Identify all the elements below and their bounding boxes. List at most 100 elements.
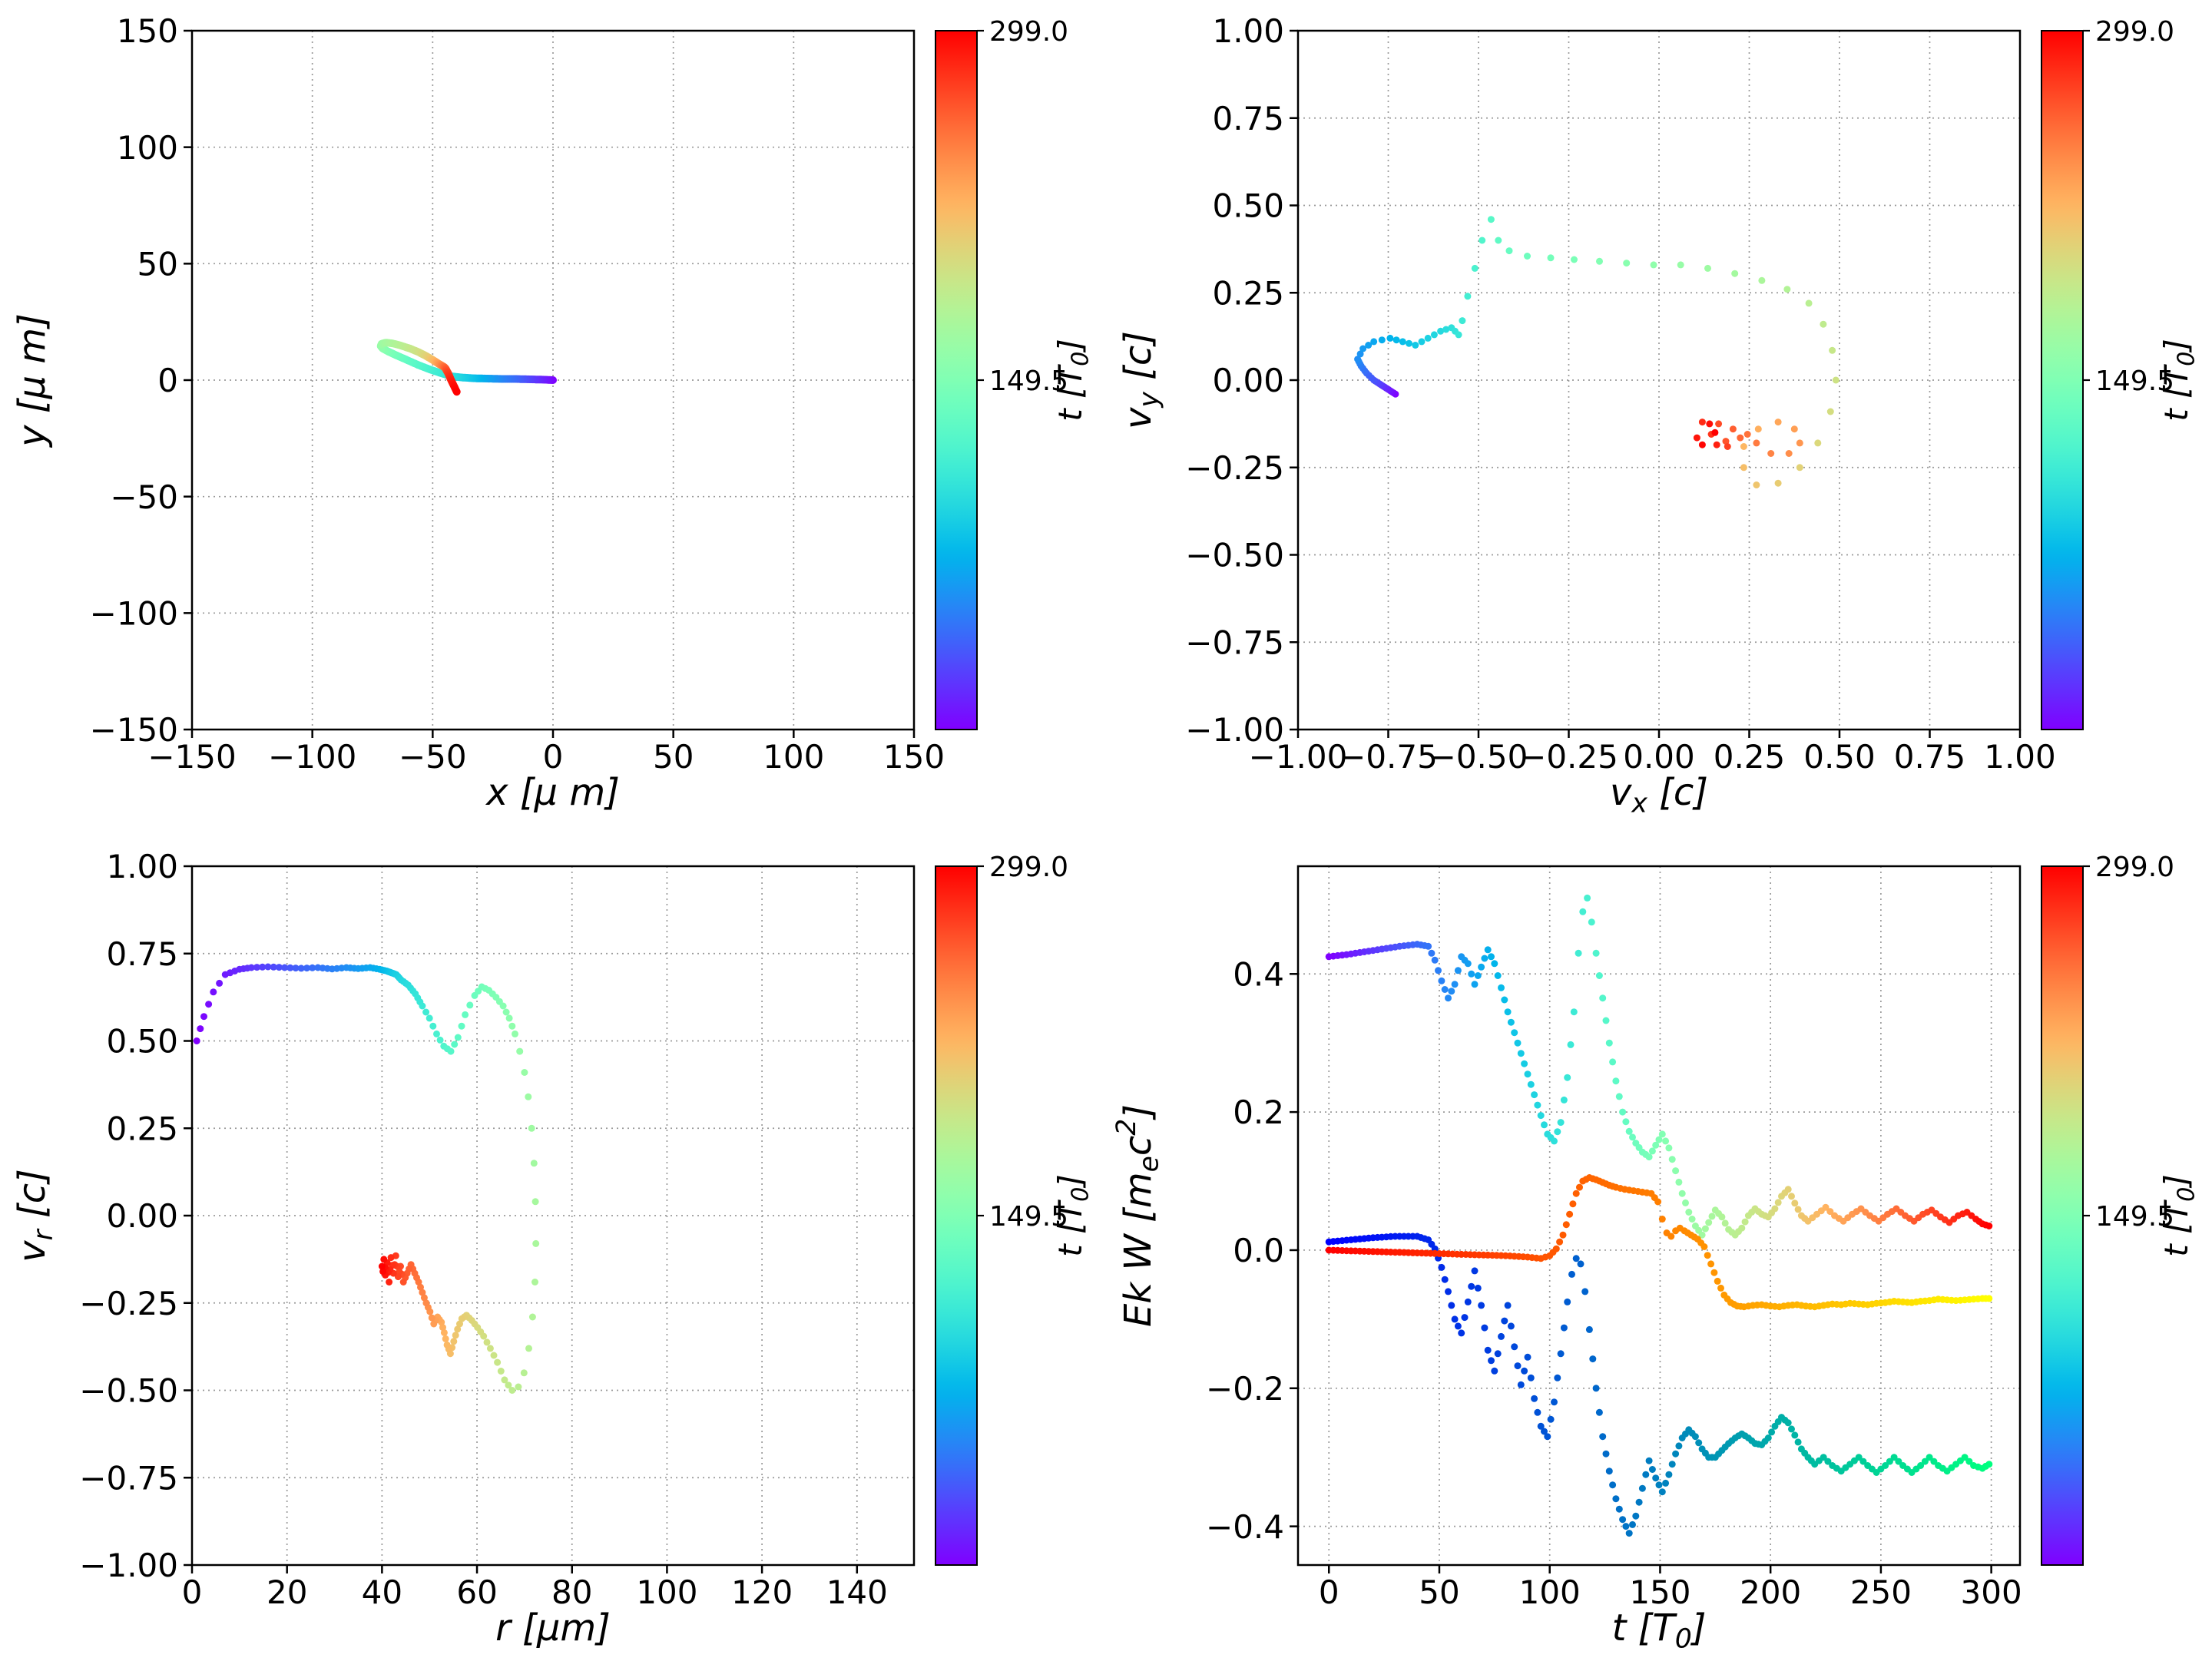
data-point <box>454 1034 462 1041</box>
y-tick-label: 1.00 <box>106 848 178 885</box>
data-point <box>1796 464 1803 472</box>
data-point <box>531 1198 539 1206</box>
data-point <box>210 988 217 996</box>
data-point <box>1791 1199 1799 1207</box>
data-point <box>247 964 255 971</box>
subplot-background <box>0 836 1106 1671</box>
colorbar-label: t [T0] <box>2157 339 2200 421</box>
data-point <box>1424 334 1432 342</box>
plot-frame <box>1296 865 2022 1567</box>
data-point <box>1743 431 1751 438</box>
colorbar-tick-label: 299.0 <box>989 852 1068 883</box>
data-point <box>1768 1428 1776 1436</box>
data-point <box>1445 994 1452 1002</box>
data-point <box>1491 1367 1498 1375</box>
data-point <box>1488 953 1495 961</box>
data-point <box>1541 1121 1548 1129</box>
data-point <box>419 1002 426 1010</box>
x-tick-label: 150 <box>1629 1573 1690 1611</box>
data-point <box>1985 1295 1993 1302</box>
data-point <box>1658 1130 1666 1138</box>
data-point <box>1378 336 1386 344</box>
data-point <box>1461 1314 1469 1322</box>
x-tick-label: −100 <box>268 738 356 776</box>
x-tick-label: 60 <box>456 1573 497 1611</box>
data-point <box>1468 1282 1475 1290</box>
data-point <box>1370 338 1378 346</box>
data-point <box>1554 1374 1561 1381</box>
y-tick-label: 0.0 <box>1233 1232 1284 1269</box>
data-point <box>458 1315 465 1322</box>
data-point <box>1729 425 1737 433</box>
data-point <box>1783 286 1791 293</box>
data-point <box>1517 1050 1525 1057</box>
x-tick-label: −50 <box>399 738 467 776</box>
data-point <box>1406 339 1412 347</box>
data-point <box>1645 1457 1653 1464</box>
data-point <box>1445 1288 1452 1295</box>
data-point <box>1605 1468 1613 1475</box>
data-point <box>1711 429 1719 436</box>
data-point <box>1428 949 1435 957</box>
colorbar-ticks: 299.0 149.5 <box>2083 852 2174 1233</box>
x-tick-label: 50 <box>1419 1573 1459 1611</box>
data-point <box>508 1022 516 1030</box>
data-point <box>1665 1144 1673 1152</box>
data-point <box>1794 1206 1802 1213</box>
data-point <box>1701 1225 1709 1233</box>
data-point <box>1527 1374 1535 1381</box>
data-point <box>1741 1218 1749 1226</box>
data-point <box>1685 1209 1693 1216</box>
axis-ticks <box>184 865 859 1573</box>
data-point <box>264 963 272 971</box>
data-point <box>1691 1433 1699 1441</box>
axis-ticks <box>1290 973 1992 1573</box>
data-point <box>1534 1101 1541 1109</box>
data-point <box>1531 1091 1538 1099</box>
data-point <box>1585 1325 1593 1333</box>
data-point <box>1595 1408 1603 1416</box>
data-point <box>1468 970 1475 978</box>
data-point <box>1579 908 1587 915</box>
x-tick-label: 120 <box>731 1573 793 1611</box>
data-point <box>483 1338 491 1346</box>
data-point <box>386 1279 393 1286</box>
data-point <box>1560 1096 1568 1104</box>
x-tick-label: 0.00 <box>1623 738 1695 776</box>
data-point <box>508 1387 516 1394</box>
data-point <box>1758 276 1766 284</box>
data-point <box>1498 1332 1505 1340</box>
x-tick-label: 1.00 <box>1984 738 2056 776</box>
data-point <box>1717 1284 1724 1292</box>
y-axis-label: vr [c] <box>11 1169 59 1262</box>
data-point <box>270 963 277 971</box>
data-point <box>1556 1238 1564 1246</box>
data-point <box>458 1022 465 1030</box>
data-point <box>1662 1479 1670 1487</box>
data-point <box>1722 438 1730 445</box>
data-point <box>1619 1108 1627 1116</box>
data-point <box>1985 1223 1993 1229</box>
x-tick-label: 250 <box>1850 1573 1912 1611</box>
data-point <box>1442 326 1450 333</box>
data-point <box>197 1025 204 1033</box>
data-point <box>1619 1516 1627 1524</box>
data-point <box>1612 1495 1620 1503</box>
x-axis-label: vx [c] <box>1610 771 1708 819</box>
data-point <box>1494 972 1502 979</box>
data-point <box>1715 420 1723 428</box>
data-point <box>428 1314 435 1322</box>
data-point <box>1705 1219 1713 1226</box>
data-point <box>532 1239 540 1247</box>
data-point <box>1392 336 1400 344</box>
data-point <box>1820 320 1827 328</box>
y-tick-label: −0.25 <box>1185 449 1284 487</box>
data-point <box>505 1381 512 1389</box>
data-point <box>454 1325 462 1333</box>
data-point <box>1688 1216 1696 1223</box>
data-point <box>1527 1080 1535 1088</box>
data-point <box>1706 420 1714 428</box>
data-point <box>1537 1422 1545 1430</box>
data-point <box>419 1289 426 1296</box>
data-point <box>1882 1462 1889 1469</box>
